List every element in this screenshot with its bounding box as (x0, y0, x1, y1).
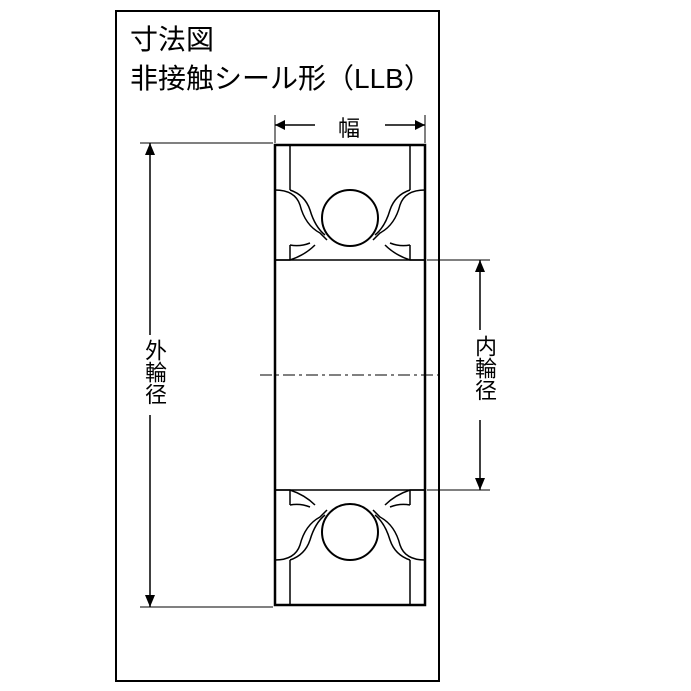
inner-diameter-label: 内輪径 (468, 335, 500, 401)
bearing-diagram: 幅 外輪径 内輪径 (120, 105, 580, 675)
outer-diameter-label: 外輪径 (138, 339, 170, 405)
title-line-1: 寸法図 (130, 20, 432, 59)
width-label: 幅 (338, 111, 360, 143)
bearing-body (260, 145, 440, 605)
bearing-svg (120, 105, 580, 675)
title-block: 寸法図 非接触シール形（LLB） (130, 20, 432, 98)
title-line-2: 非接触シール形（LLB） (130, 59, 432, 98)
